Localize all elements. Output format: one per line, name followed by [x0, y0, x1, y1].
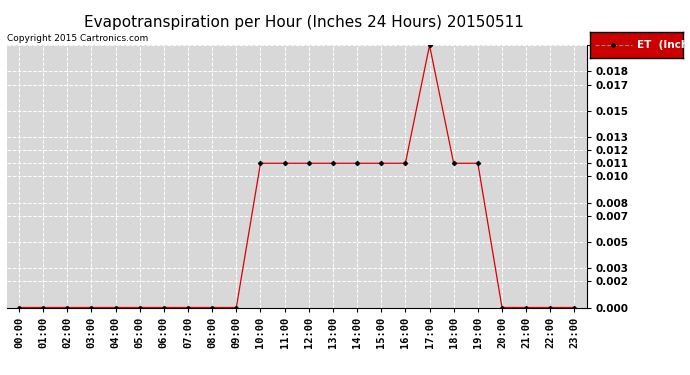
Text: Evapotranspiration per Hour (Inches 24 Hours) 20150511: Evapotranspiration per Hour (Inches 24 H…: [83, 15, 524, 30]
Text: Copyright 2015 Cartronics.com: Copyright 2015 Cartronics.com: [7, 34, 148, 43]
Text: ET  (Inches): ET (Inches): [636, 40, 690, 50]
